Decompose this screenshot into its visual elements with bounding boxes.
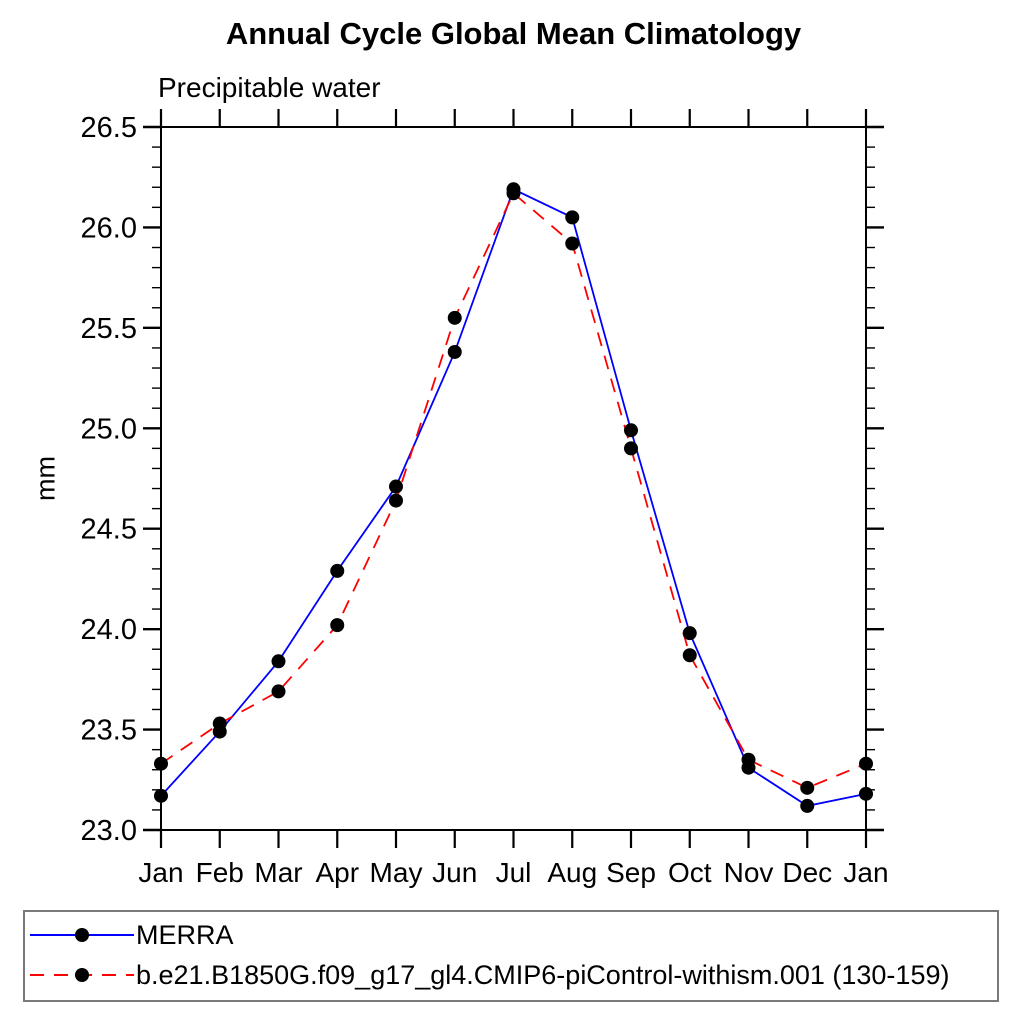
data-point-marker [330,563,345,578]
y-axis-tick-label: 26.5 [81,112,137,144]
x-axis-tick-label: Dec [782,857,832,888]
data-point-marker [389,479,403,494]
y-axis-tick-label: 25.0 [81,413,137,445]
y-axis-tick-label: 26.0 [81,212,137,244]
data-point-marker [624,441,638,456]
data-point-marker [447,310,462,325]
x-axis-tick-label: Aug [547,857,597,888]
y-axis-tick-label: 24.0 [81,614,137,646]
y-axis-tick-label: 23.0 [81,815,137,847]
data-point-marker [565,210,580,225]
legend-marker-dot [75,928,89,942]
x-axis-tick-label: Mar [254,857,302,888]
legend-label-model: b.e21.B1850G.f09_g17_gl4.CMIP6-piControl… [136,959,950,990]
y-axis-tick-label: 25.5 [81,313,137,345]
x-axis-tick-label: Jan [138,857,183,888]
data-point-marker [859,756,873,771]
data-point-marker [212,716,227,731]
legend-box: MERRA b.e21.B1850G.f09_g17_gl4.CMIP6-piC… [23,910,999,1002]
data-point-marker [506,186,521,201]
legend-label-merra: MERRA [136,919,234,950]
x-axis-tick-label: Nov [724,857,774,888]
legend-marker-dot [75,968,89,982]
x-axis-tick-label: May [370,857,423,888]
data-point-marker [447,344,462,359]
data-point-marker [741,752,756,767]
data-point-marker [800,798,815,813]
x-axis-tick-label: Jul [496,857,532,888]
x-axis-tick-label: Apr [315,857,359,888]
legend-line-sample-merra [30,928,134,942]
merra-line [160,188,867,807]
data-point-marker [859,786,873,801]
y-axis-tick-label: 23.5 [81,715,137,747]
x-axis-tick-label: Jun [432,857,477,888]
data-point-marker [682,626,697,641]
legend-line-sample-model [30,968,134,982]
data-point-marker [154,756,168,771]
x-axis-tick-label: Sep [606,857,656,888]
chart-subtitle: Precipitable water [158,72,381,103]
data-point-marker [800,780,815,795]
data-point-marker [389,493,403,508]
plot-frame [160,126,867,831]
x-axis-tick-label: Oct [668,857,712,888]
x-axis-tick-label: Feb [196,857,244,888]
legend-entry-merra: MERRA [25,915,234,955]
data-point-marker [154,788,168,803]
legend-entry-model: b.e21.B1850G.f09_g17_gl4.CMIP6-piControl… [25,955,949,995]
data-point-marker [682,648,697,663]
y-axis-tick-label: 24.5 [81,514,137,546]
data-point-marker [271,654,286,669]
data-point-marker [330,618,345,633]
x-axis-tick-label: Jan [843,857,888,888]
chart-title: Annual Cycle Global Mean Climatology [225,16,802,51]
data-point-marker [624,423,638,438]
data-point-marker [565,236,580,251]
model-line [160,191,867,789]
data-point-marker [271,684,286,699]
